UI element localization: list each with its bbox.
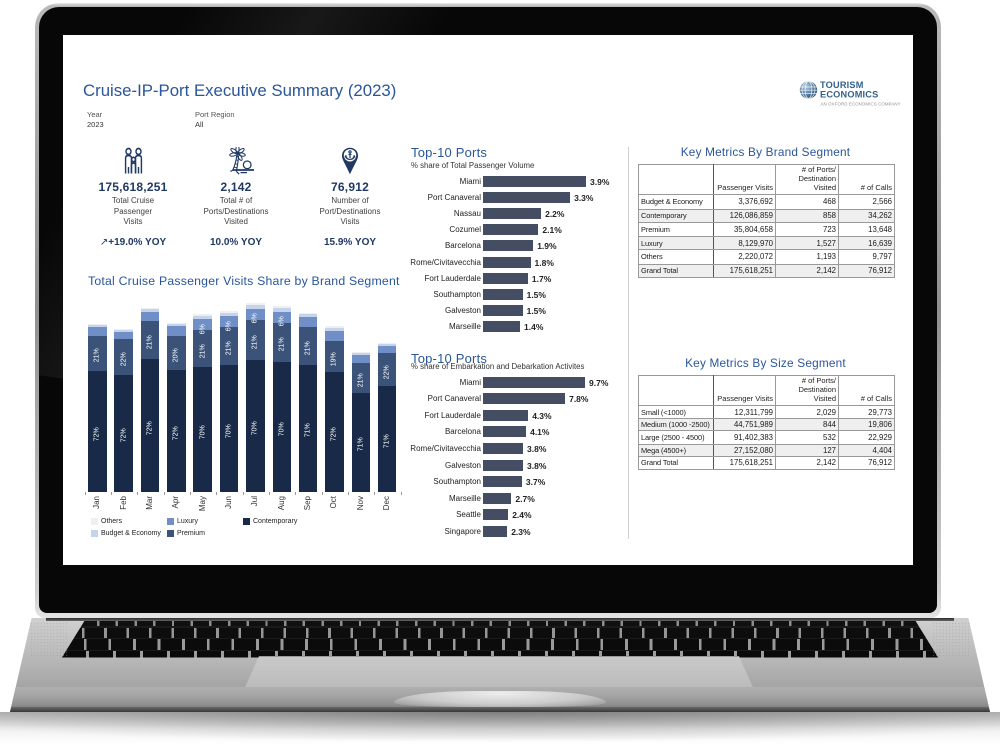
svg-text:TOURISM: TOURISM <box>820 80 864 90</box>
svg-text:ECONOMICS: ECONOMICS <box>820 90 878 100</box>
svg-text:AN OXFORD ECONOMICS COMPANY: AN OXFORD ECONOMICS COMPANY <box>821 102 901 107</box>
